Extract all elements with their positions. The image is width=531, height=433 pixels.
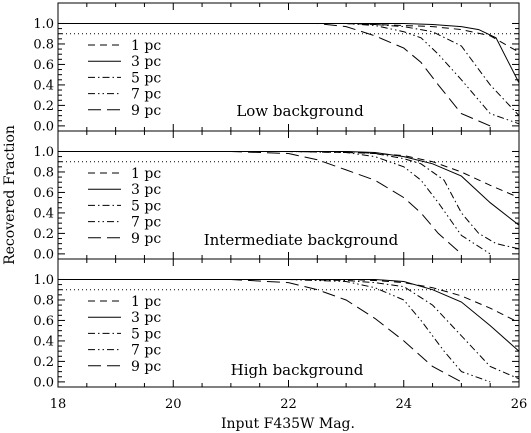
legend-label: 9 pc — [131, 231, 161, 247]
panel-title: High background — [231, 361, 364, 379]
series-line-3-pc — [58, 151, 520, 226]
legend-label: 7 pc — [131, 215, 161, 231]
y-tick-label: 0.8 — [33, 37, 54, 52]
series-line-1-pc — [58, 23, 520, 53]
legend-label: 1 pc — [131, 166, 161, 182]
x-tick-label: 24 — [395, 397, 412, 412]
y-tick-label: 0.2 — [33, 227, 54, 242]
series-line-1-pc — [58, 279, 520, 323]
y-tick-label: 0.2 — [33, 355, 54, 370]
y-tick-label: 0.0 — [33, 247, 54, 262]
legend-label: 3 pc — [131, 310, 161, 326]
legend-label: 9 pc — [131, 359, 161, 375]
series-line-3-pc — [58, 23, 520, 84]
legend-label: 9 pc — [131, 103, 161, 119]
legend-label: 5 pc — [131, 198, 161, 214]
y-tick-label: 0.0 — [33, 119, 54, 134]
y-tick-label: 1.0 — [33, 145, 54, 160]
legend-label: 7 pc — [131, 87, 161, 103]
legend-label: 3 pc — [131, 182, 161, 198]
legend-label: 3 pc — [131, 54, 161, 70]
y-tick-label: 0.8 — [33, 165, 54, 180]
y-tick-label: 1.0 — [33, 273, 54, 288]
legend-label: 1 pc — [131, 38, 161, 54]
series-line-9-pc — [58, 151, 462, 255]
legend-label: 1 pc — [131, 294, 161, 310]
x-tick-label: 26 — [511, 397, 528, 412]
x-tick-label: 20 — [165, 397, 182, 412]
y-tick-label: 0.4 — [33, 206, 54, 221]
legend-label: 5 pc — [131, 70, 161, 86]
y-tick-label: 0.8 — [33, 293, 54, 308]
series-line-9-pc — [58, 23, 491, 127]
series-line-5-pc — [58, 23, 520, 116]
y-tick-label: 0.4 — [33, 78, 54, 93]
y-tick-label: 0.0 — [33, 375, 54, 390]
x-axis-label: Input F435W Mag. — [221, 416, 355, 432]
series-line-1-pc — [58, 151, 520, 199]
y-tick-label: 0.6 — [33, 58, 54, 73]
y-axis-label: Recovered Fraction — [2, 125, 18, 265]
y-tick-label: 0.2 — [33, 99, 54, 114]
panel-title: Intermediate background — [204, 231, 399, 249]
series-line-9-pc — [58, 279, 462, 383]
legend-label: 5 pc — [131, 326, 161, 342]
x-tick-label: 22 — [280, 397, 297, 412]
y-tick-label: 1.0 — [33, 17, 54, 32]
panel-title: Low background — [236, 102, 364, 120]
series-line-3-pc — [58, 279, 520, 352]
y-tick-label: 0.6 — [33, 314, 54, 329]
x-tick-label: 18 — [50, 397, 67, 412]
y-tick-label: 0.6 — [33, 186, 54, 201]
y-tick-label: 0.4 — [33, 334, 54, 349]
legend-label: 7 pc — [131, 343, 161, 359]
series-line-5-pc — [58, 151, 520, 250]
